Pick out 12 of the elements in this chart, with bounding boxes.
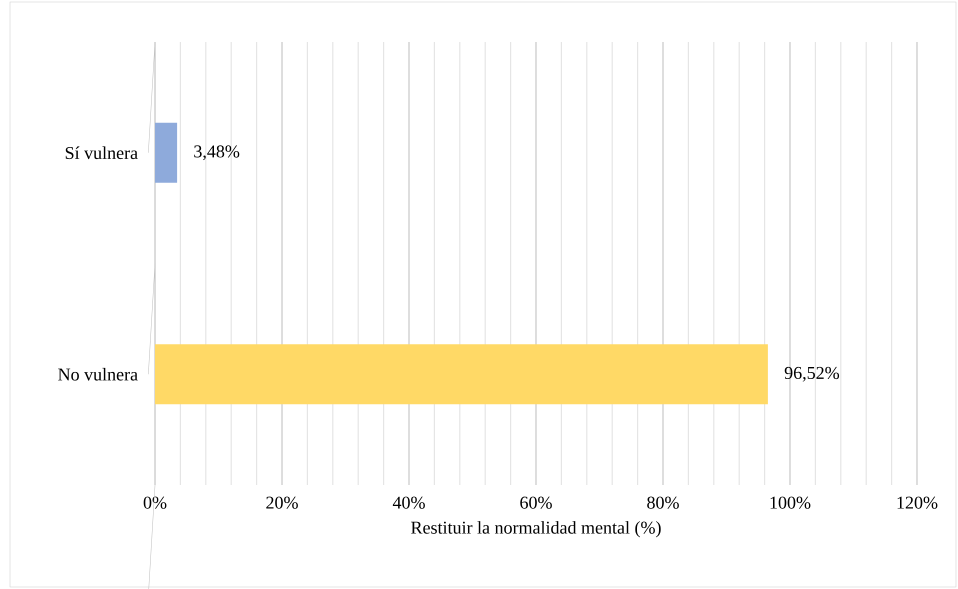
x-axis-title: Restituir la normalidad mental (%) — [411, 521, 661, 538]
x-tick-label: 80% — [647, 496, 679, 509]
y-tick-label: No vulnera — [58, 368, 138, 381]
x-tick-label: 100% — [770, 496, 810, 509]
data-label: 3,48% — [194, 145, 240, 160]
x-tick-label: 60% — [520, 496, 552, 509]
data-label: 96,52% — [784, 366, 840, 382]
y-tick-label: Sí vulnera — [66, 146, 138, 160]
x-tick-label: 40% — [392, 496, 425, 509]
x-tick-label: 20% — [266, 496, 298, 509]
x-tick-label: 0% — [144, 496, 166, 509]
x-tick-label: 120% — [898, 496, 938, 509]
